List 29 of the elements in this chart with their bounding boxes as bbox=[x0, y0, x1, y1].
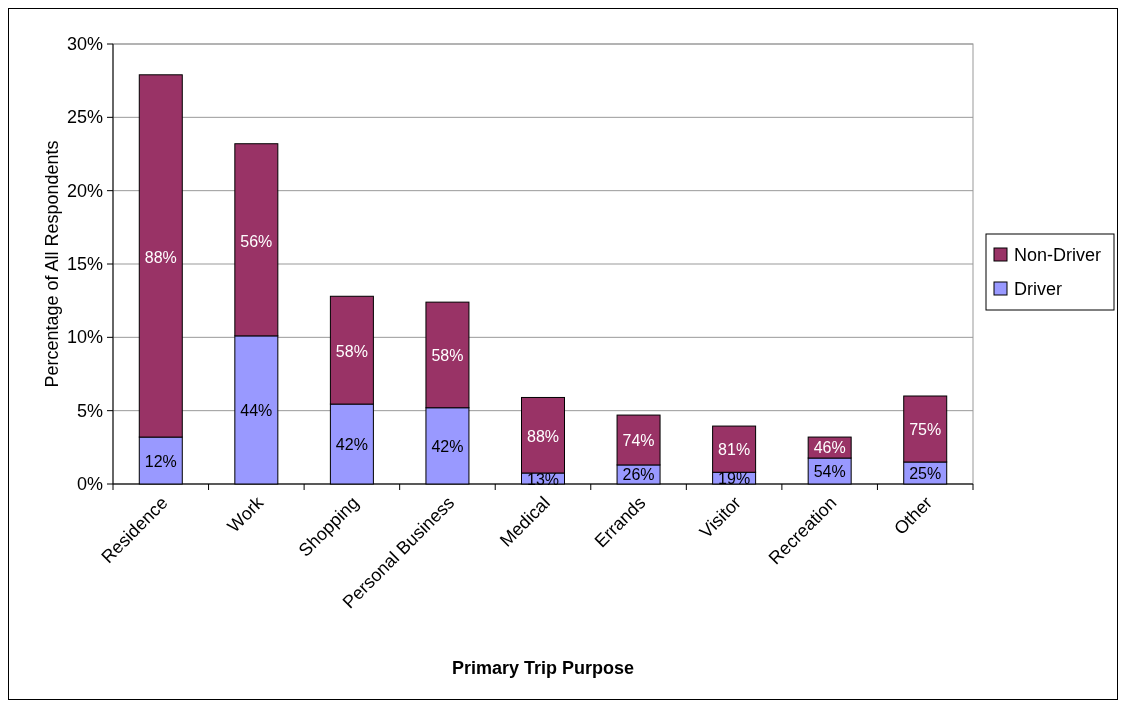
y-tick-label: 5% bbox=[76, 400, 103, 421]
y-tick-label: 15% bbox=[66, 254, 103, 274]
annotation: 26% bbox=[622, 466, 655, 484]
y-tick-label: 0% bbox=[76, 474, 103, 494]
annotation: 42% bbox=[431, 437, 464, 455]
x-axis-title: Primary Trip Purpose bbox=[451, 658, 635, 678]
annotation: 13% bbox=[526, 470, 560, 488]
annotation: 46% bbox=[813, 439, 846, 457]
annotation: 54% bbox=[813, 463, 846, 481]
annotation: 74% bbox=[622, 432, 655, 449]
annotation: 75% bbox=[909, 421, 942, 438]
annotation: 12% bbox=[144, 452, 177, 470]
y-tick-label: 25% bbox=[66, 107, 103, 128]
y-axis-title: Percentage of All Respondents bbox=[42, 140, 62, 388]
annotation: 88% bbox=[144, 248, 177, 266]
annotation: 58% bbox=[431, 346, 464, 364]
annotation: 44% bbox=[240, 401, 273, 419]
annotation: 56% bbox=[240, 232, 273, 250]
y-tick-label: 10% bbox=[66, 327, 103, 348]
legend-label: Driver bbox=[1014, 279, 1062, 299]
annotation: 42% bbox=[335, 436, 368, 454]
y-tick-label: 20% bbox=[66, 180, 103, 201]
annotation: 25% bbox=[909, 465, 942, 482]
y-tick-label: 30% bbox=[66, 34, 103, 54]
annotation: 81% bbox=[718, 440, 751, 458]
annotation: 19% bbox=[718, 470, 751, 488]
annotation: 58% bbox=[335, 342, 368, 360]
legend-label: Non-Driver bbox=[1014, 245, 1102, 265]
annotation: 88% bbox=[526, 427, 560, 445]
